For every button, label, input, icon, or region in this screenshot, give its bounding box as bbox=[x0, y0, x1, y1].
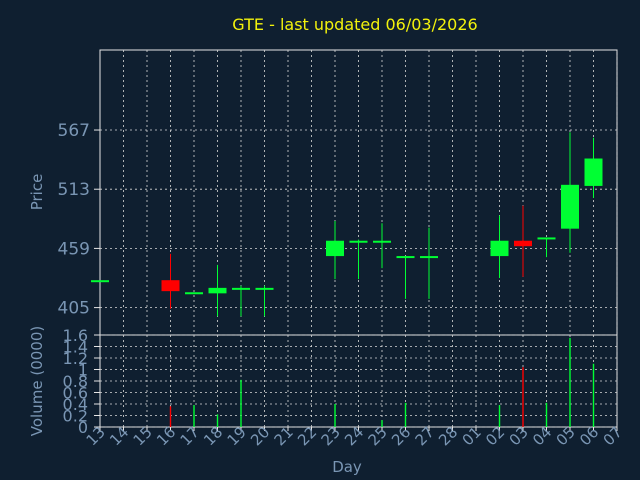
volume-tick-label: 0.6 bbox=[63, 384, 88, 403]
price-tick-label: 513 bbox=[58, 180, 90, 200]
x-axis-label: Day bbox=[332, 458, 362, 476]
candle-body bbox=[255, 287, 274, 290]
candle-body bbox=[490, 240, 509, 257]
candle-body bbox=[232, 287, 250, 290]
price-plot-frame bbox=[99, 49, 618, 336]
volume-panel: 00.20.40.60.811.21.41.613141516171819202… bbox=[63, 326, 626, 449]
volume-axis-label: Volume (0000) bbox=[28, 326, 46, 436]
price-tick-label: 405 bbox=[58, 299, 90, 319]
candle-body bbox=[396, 256, 415, 259]
candle-body bbox=[185, 292, 203, 295]
volume-tick-label: 0.8 bbox=[63, 372, 88, 391]
candle-body bbox=[373, 240, 391, 243]
volume-tick-label: 1.4 bbox=[63, 338, 88, 357]
candle-body bbox=[420, 256, 438, 259]
candle-body bbox=[161, 280, 180, 292]
candle-body bbox=[91, 280, 109, 283]
candle-body bbox=[561, 184, 579, 229]
volume-tick-label: 0 bbox=[78, 418, 88, 437]
volume-tick-label: 1.6 bbox=[63, 326, 88, 345]
candle-body bbox=[349, 240, 368, 243]
candle-body bbox=[208, 287, 227, 294]
candle-body bbox=[537, 237, 556, 240]
volume-tick-label: 0.4 bbox=[63, 395, 88, 414]
volume-tick-label: 0.2 bbox=[63, 407, 88, 426]
volume-tick-label: 1 bbox=[78, 361, 88, 380]
candle-body bbox=[326, 240, 344, 257]
volume-tick-label: 1.2 bbox=[63, 349, 88, 368]
price-tick-label: 459 bbox=[58, 239, 90, 259]
price-axis-label: Price bbox=[28, 174, 46, 211]
price-panel: 405 459 513 567 bbox=[58, 49, 618, 336]
candle-body bbox=[584, 158, 603, 186]
candle-body bbox=[514, 240, 532, 247]
chart-title: GTE - last updated 06/03/2026 bbox=[232, 15, 477, 34]
price-tick-label: 567 bbox=[58, 121, 90, 141]
